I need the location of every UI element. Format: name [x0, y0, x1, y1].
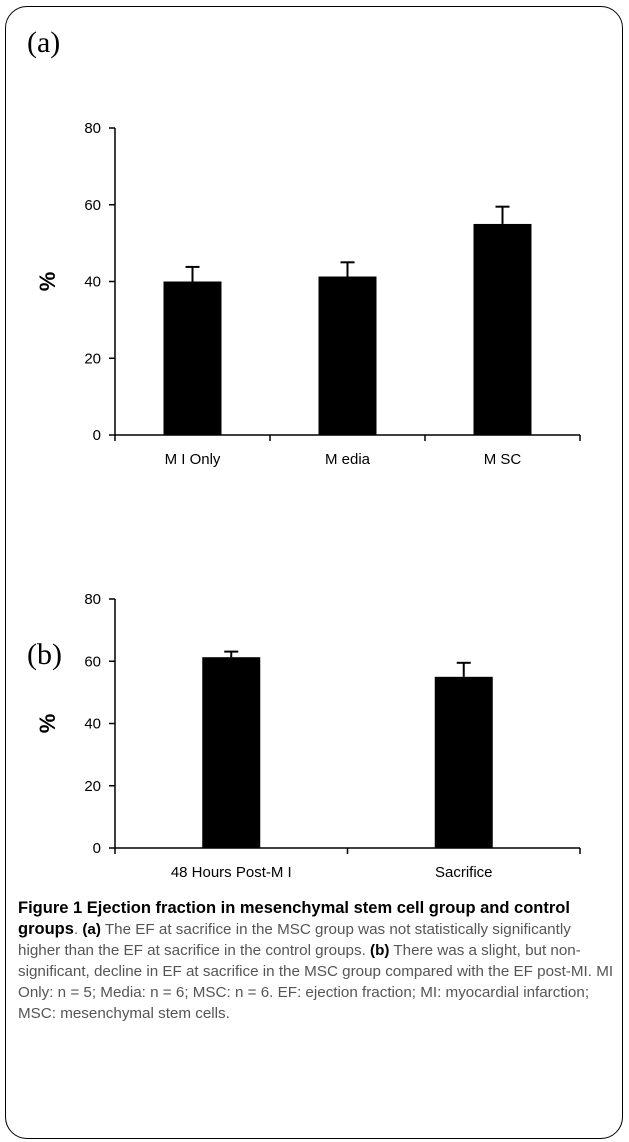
panel-a: (a) 0 20 40 60 80% M I Only M edia M SC: [0, 0, 629, 520]
x-tick-label: M I Only: [165, 451, 221, 468]
x-tick-label: 48 Hours Post-M I: [171, 864, 292, 878]
bar: [473, 223, 532, 435]
figure-caption: Figure 1 Ejection fraction in mesenchyma…: [18, 899, 614, 1022]
chart-a: 0 20 40 60 80% M I Only M edia M SC: [35, 120, 581, 468]
chart-b: 0 20 40 60 80% 48 Hours Post-M I Sacrifice: [35, 591, 581, 881]
figure-frame: [5, 6, 623, 1139]
caption-a-label: (a): [82, 921, 101, 938]
bar: [434, 676, 493, 848]
caption-a-text: The EF at sacrifice in the MSC group was…: [18, 921, 571, 959]
caption-b-text: There was a slight, but non-significant,…: [18, 942, 614, 1022]
bar: [318, 276, 377, 435]
panel-a-label: (a): [27, 26, 61, 59]
panel-b-label: (b): [27, 638, 62, 671]
y-tick-label: 40: [84, 274, 101, 291]
caption-b-label: (b): [370, 942, 390, 959]
y-tick-label: 80: [84, 120, 101, 137]
y-tick-label: 80: [84, 591, 101, 608]
x-tick-label: Sacrifice: [435, 864, 493, 878]
y-axis-title: %: [35, 714, 60, 734]
y-tick-label: 60: [84, 653, 101, 670]
caption-title: Figure 1 Ejection fraction in mesenchyma…: [18, 899, 570, 938]
bar: [163, 281, 222, 435]
panel-b: (b) 0 20 40 60 80% 48 Hours Post-M I Sacrifice: [0, 520, 629, 881]
y-tick-label: 20: [84, 778, 101, 795]
x-tick-label: M edia: [325, 451, 371, 468]
x-tick-label: M SC: [484, 451, 522, 468]
y-tick-label: 40: [84, 716, 101, 733]
bar: [202, 657, 261, 848]
y-tick-label: 0: [93, 840, 101, 857]
y-axis-title: %: [35, 272, 60, 292]
y-tick-label: 0: [93, 427, 101, 444]
y-tick-label: 20: [84, 350, 101, 367]
y-tick-label: 60: [84, 197, 101, 214]
